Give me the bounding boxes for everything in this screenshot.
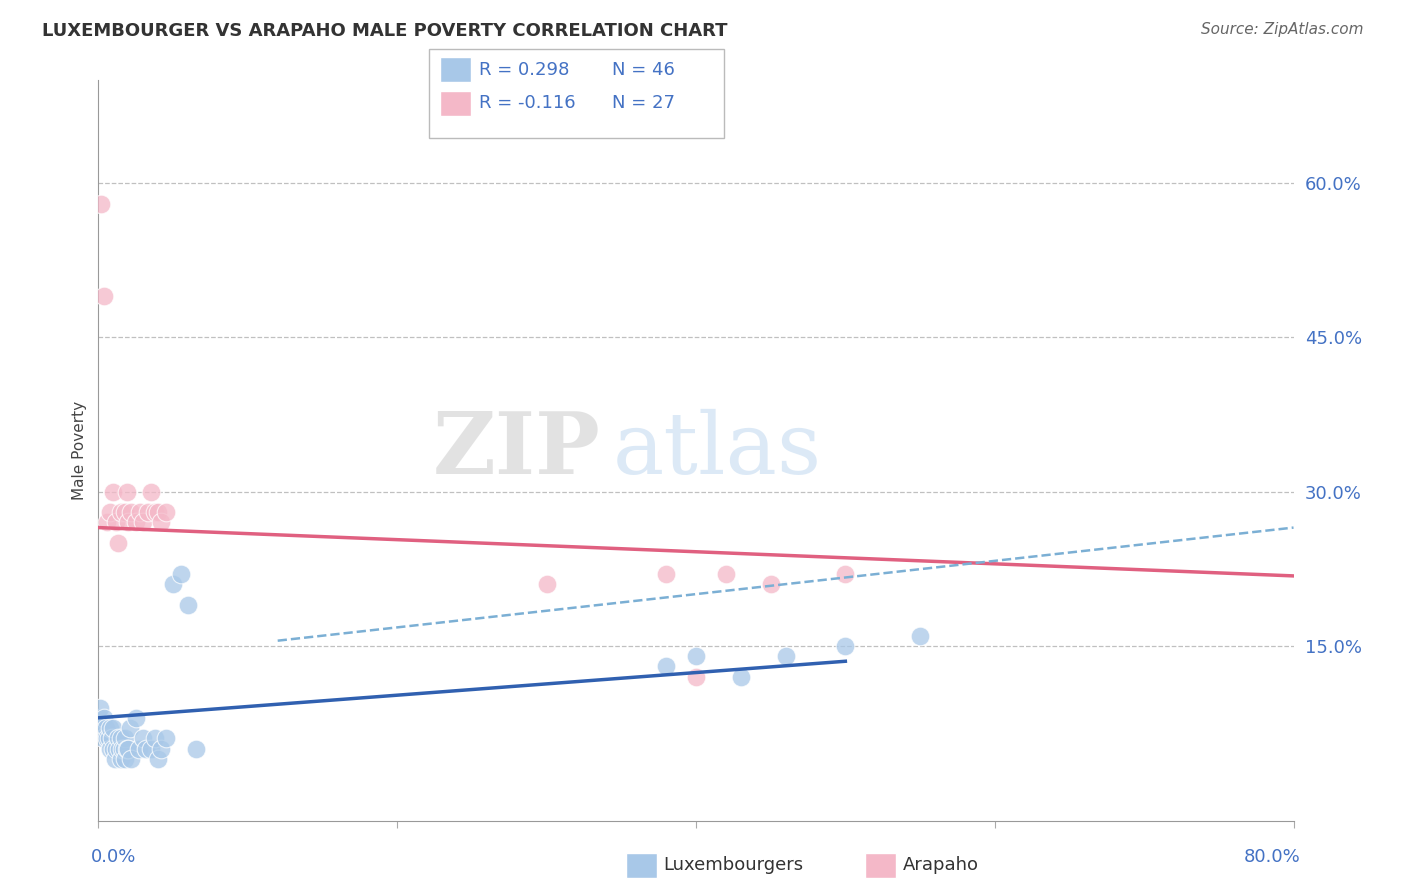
Point xyxy=(101,731,124,746)
Point xyxy=(155,731,177,746)
Point xyxy=(103,484,125,499)
Point xyxy=(136,505,159,519)
Point xyxy=(655,659,678,673)
Point xyxy=(110,505,132,519)
Text: N = 27: N = 27 xyxy=(612,95,675,112)
Point xyxy=(114,752,136,766)
Point xyxy=(150,741,173,756)
Point xyxy=(139,484,162,499)
Point xyxy=(908,628,931,642)
Point xyxy=(685,649,707,664)
Point xyxy=(91,731,114,746)
Point xyxy=(730,670,752,684)
Point xyxy=(117,516,139,530)
Text: R = -0.116: R = -0.116 xyxy=(479,95,576,112)
Point xyxy=(105,516,128,530)
Point xyxy=(150,516,173,530)
Point xyxy=(98,721,122,735)
Point xyxy=(110,731,132,746)
Point xyxy=(162,577,184,591)
Point xyxy=(93,711,115,725)
Point xyxy=(98,741,122,756)
Point xyxy=(125,711,148,725)
Point xyxy=(143,731,166,746)
Y-axis label: Male Poverty: Male Poverty xyxy=(72,401,87,500)
Text: Source: ZipAtlas.com: Source: ZipAtlas.com xyxy=(1201,22,1364,37)
Point xyxy=(96,516,118,530)
Point xyxy=(834,566,856,581)
Text: ZIP: ZIP xyxy=(433,409,600,492)
Point xyxy=(177,598,200,612)
Point xyxy=(685,670,707,684)
Point xyxy=(108,741,131,756)
Point xyxy=(96,731,118,746)
Point xyxy=(107,536,129,550)
Text: R = 0.298: R = 0.298 xyxy=(479,61,569,78)
Point xyxy=(97,731,120,746)
Point xyxy=(655,566,678,581)
Point xyxy=(834,639,856,653)
Point xyxy=(775,649,797,664)
Point xyxy=(107,731,129,746)
Point xyxy=(169,566,191,581)
Point xyxy=(105,741,128,756)
Point xyxy=(117,741,139,756)
Point xyxy=(148,752,170,766)
Point xyxy=(714,566,737,581)
Point xyxy=(103,721,125,735)
Point xyxy=(93,289,115,303)
Point xyxy=(103,741,125,756)
Point xyxy=(112,741,135,756)
Point xyxy=(98,505,122,519)
Point xyxy=(120,752,142,766)
Point xyxy=(118,721,141,735)
Point xyxy=(129,505,152,519)
Point xyxy=(184,741,207,756)
Point xyxy=(759,577,782,591)
Point xyxy=(135,741,157,756)
Point xyxy=(94,721,117,735)
Text: Arapaho: Arapaho xyxy=(903,856,979,874)
Point xyxy=(143,505,166,519)
Point xyxy=(89,711,111,725)
Point xyxy=(128,741,150,756)
Text: Luxembourgers: Luxembourgers xyxy=(664,856,804,874)
Point xyxy=(148,505,170,519)
Point xyxy=(120,505,142,519)
Point xyxy=(536,577,558,591)
Text: LUXEMBOURGER VS ARAPAHO MALE POVERTY CORRELATION CHART: LUXEMBOURGER VS ARAPAHO MALE POVERTY COR… xyxy=(42,22,728,40)
Point xyxy=(125,516,148,530)
Point xyxy=(111,741,134,756)
Text: N = 46: N = 46 xyxy=(612,61,675,78)
Point xyxy=(110,752,132,766)
Point xyxy=(115,484,138,499)
Point xyxy=(155,505,177,519)
Point xyxy=(115,741,138,756)
Point xyxy=(90,196,112,211)
Point xyxy=(132,516,155,530)
Point xyxy=(90,721,112,735)
Text: 0.0%: 0.0% xyxy=(91,847,136,866)
Point xyxy=(139,741,162,756)
Point xyxy=(114,731,136,746)
Point xyxy=(132,731,155,746)
Point xyxy=(89,700,111,714)
Point xyxy=(114,505,136,519)
Text: 80.0%: 80.0% xyxy=(1244,847,1301,866)
Text: atlas: atlas xyxy=(613,409,821,492)
Point xyxy=(104,752,127,766)
